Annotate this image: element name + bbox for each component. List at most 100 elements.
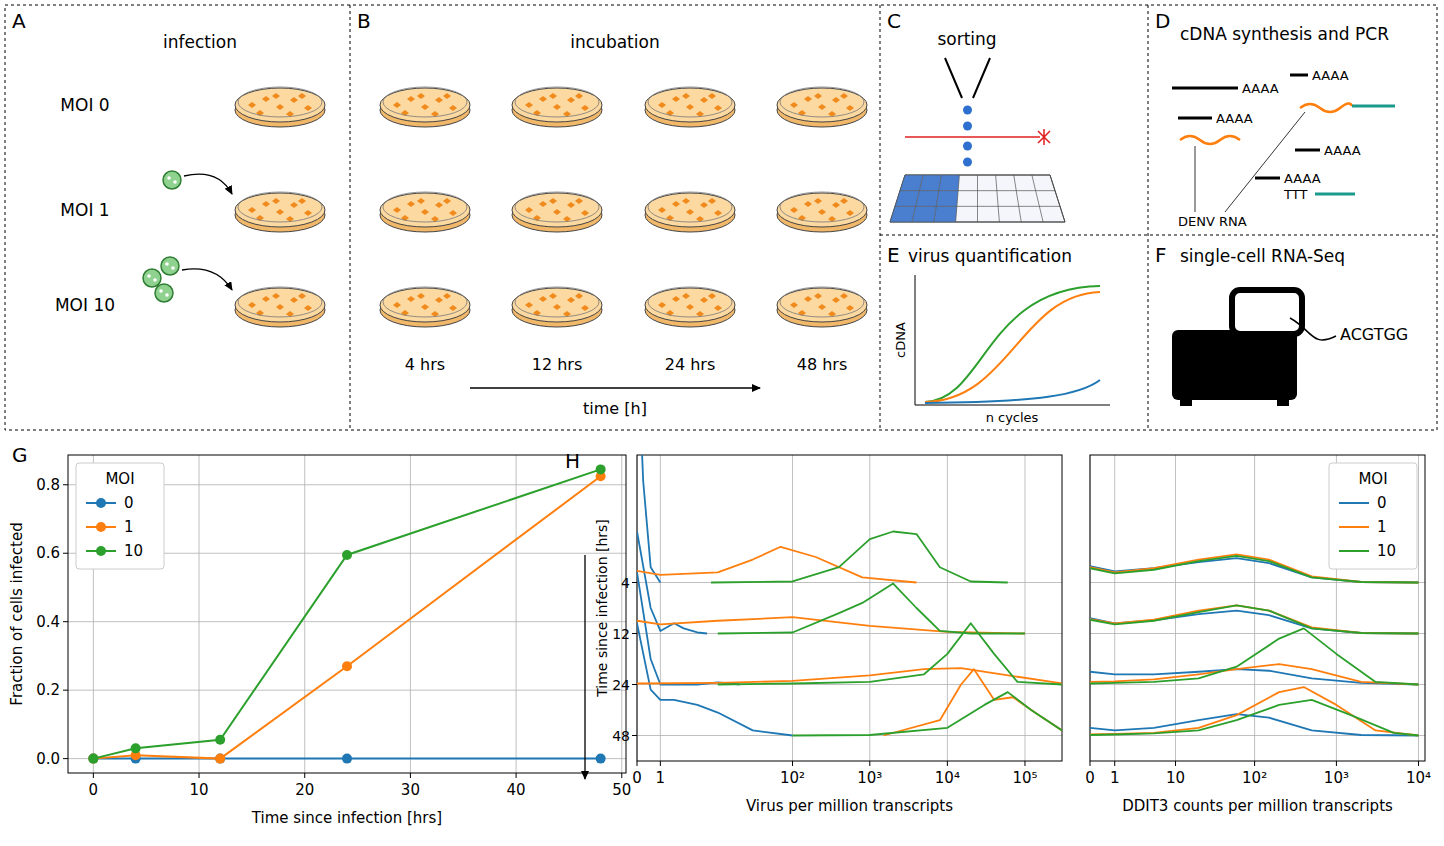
cell: [417, 198, 425, 204]
dish-medium: [380, 288, 470, 322]
dish-medium: [777, 88, 867, 122]
point: [342, 550, 352, 560]
grid-line: [199, 455, 200, 773]
tick: [63, 484, 68, 485]
cell: [553, 304, 561, 310]
legend-marker: [96, 498, 106, 508]
cell: [790, 207, 798, 213]
panel-letter: D: [1155, 9, 1170, 33]
cell: [248, 207, 256, 213]
tick: [1024, 761, 1025, 766]
sequence: ACGTGG: [1340, 325, 1408, 344]
dish-rim: [648, 87, 732, 117]
tick: [63, 690, 68, 691]
mrna: [1255, 177, 1280, 180]
arrow: [182, 269, 232, 290]
cell: [790, 102, 798, 108]
virus: [161, 257, 179, 275]
cell: [276, 209, 284, 215]
cell: [298, 293, 306, 299]
cell: [714, 305, 722, 311]
dish-rim: [648, 287, 732, 317]
nozzle: [945, 58, 990, 98]
plate-grid: [977, 175, 978, 222]
polya-label: AAAA: [1242, 81, 1279, 96]
tick: [632, 633, 637, 634]
legend: MOI0110: [76, 463, 164, 569]
density-curve: [637, 572, 740, 684]
cell: [421, 209, 429, 215]
dish-medium: [777, 193, 867, 227]
panel-letter: B: [357, 9, 371, 33]
axis-title: Virus per million transcripts: [746, 797, 953, 815]
point: [596, 464, 606, 474]
axis-title: Time since infection [hrs]: [251, 809, 442, 827]
cell: [804, 96, 812, 102]
read-strand: [1290, 318, 1336, 340]
petri-dish: [235, 287, 325, 327]
tick-label: 30: [401, 781, 420, 799]
tick-label: 1: [656, 769, 666, 787]
polya-label: AAAA: [1216, 111, 1253, 126]
panel-border: [1148, 5, 1149, 430]
axis: [915, 275, 916, 405]
petri-dish: [512, 192, 602, 232]
cell: [290, 97, 298, 103]
grid-line: [1175, 455, 1176, 761]
time-arrow: [584, 555, 585, 779]
dish-rim: [383, 192, 467, 222]
cell: [581, 305, 589, 311]
axis-label: time [h]: [583, 399, 647, 418]
cell: [549, 198, 557, 204]
cell: [298, 198, 306, 204]
petri-dish: [645, 287, 735, 327]
tick-label: 20: [295, 781, 314, 799]
tick: [792, 761, 793, 766]
cell: [276, 104, 284, 110]
cell: [714, 105, 722, 111]
viral-rna: [1180, 136, 1240, 144]
cell: [443, 293, 451, 299]
density-curve: [1090, 714, 1418, 735]
petri-dish: [645, 192, 735, 232]
cell: [272, 198, 280, 204]
virus-dot: [165, 293, 169, 297]
tick-label: 48: [612, 728, 630, 744]
cell: [304, 210, 312, 216]
cell: [832, 297, 840, 303]
cell: [686, 304, 694, 310]
polya-label: AAAA: [1312, 68, 1349, 83]
petri-dish: [512, 287, 602, 327]
cell: [672, 296, 680, 302]
filled-well: [895, 191, 919, 207]
tick: [63, 553, 68, 554]
cell: [393, 102, 401, 108]
cell: [435, 297, 443, 303]
cell: [248, 102, 256, 108]
plate-grid: [1050, 175, 1065, 222]
panel-border: [350, 5, 351, 430]
plot-frame: [68, 455, 626, 773]
cell: [581, 105, 589, 111]
cell: [575, 198, 583, 204]
virus-body: [143, 269, 161, 287]
cell: [840, 198, 848, 204]
tick: [660, 761, 661, 766]
grid-line: [68, 690, 626, 691]
grid-line: [621, 455, 622, 773]
petri-dish: [235, 87, 325, 127]
plate: [890, 175, 1065, 222]
filled-well: [912, 206, 936, 222]
sequencer-lid: [1232, 290, 1302, 334]
cell: [449, 305, 457, 311]
legend-label: 10: [1377, 542, 1396, 560]
panel-letter: G: [12, 443, 28, 467]
legend-label: 0: [1377, 494, 1387, 512]
grid-line: [1114, 455, 1115, 761]
cell: [553, 209, 561, 215]
amplification-curve: [925, 292, 1100, 402]
cell: [814, 93, 822, 99]
figure: AinfectionMOI 0MOI 1MOI 10Bincubation4 h…: [0, 0, 1444, 846]
tick: [1175, 761, 1176, 766]
cell: [525, 102, 533, 108]
